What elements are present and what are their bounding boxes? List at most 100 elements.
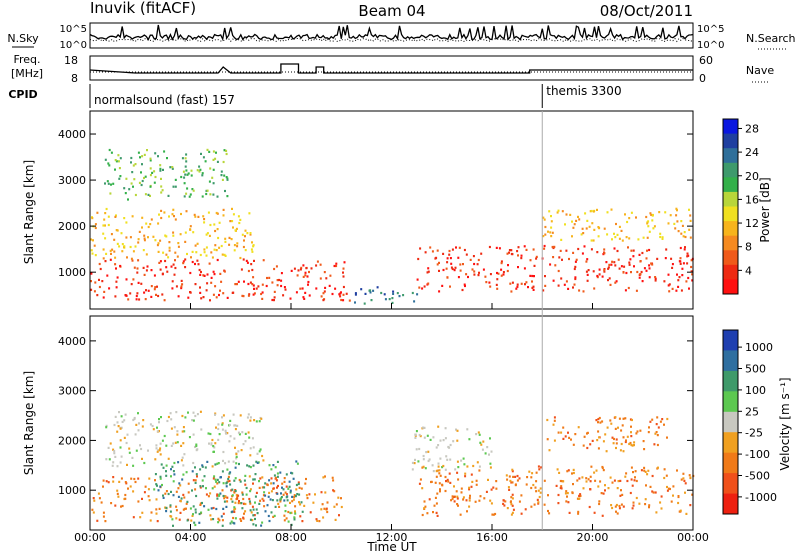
range-cell: [537, 489, 540, 492]
freq-trace: [89, 63, 693, 74]
range-cell: [535, 257, 538, 260]
range-cell: [520, 512, 523, 515]
range-cell: [142, 249, 145, 252]
range-cell: [123, 217, 126, 220]
range-cell: [334, 518, 337, 521]
range-cell: [234, 501, 237, 504]
range-cell: [684, 246, 686, 249]
range-cell: [202, 215, 205, 218]
range-cell: [630, 466, 633, 469]
range-cell: [234, 466, 237, 469]
range-cell: [684, 491, 686, 494]
range-cell: [231, 220, 234, 223]
range-cell: [117, 154, 120, 157]
range-cell: [249, 509, 252, 512]
range-cell: [210, 507, 213, 510]
range-cell: [648, 276, 651, 279]
range-cell: [195, 449, 198, 452]
range-cell: [597, 235, 600, 238]
colorbar-swatch: [723, 191, 738, 207]
range-cell: [506, 252, 509, 255]
range-cell: [510, 513, 513, 516]
range-cell: [172, 231, 175, 234]
range-cell: [258, 420, 261, 423]
range-cell: [195, 251, 198, 254]
range-cell: [151, 424, 154, 428]
colorbar-frame: [722, 329, 739, 515]
range-cell: [537, 465, 540, 468]
range-cell: [509, 282, 512, 285]
range-cell: [323, 290, 326, 293]
range-cell: [165, 464, 168, 467]
range-cell: [206, 148, 209, 151]
range-cell: [193, 521, 196, 524]
range-cell: [288, 480, 291, 483]
range-cell: [180, 459, 183, 462]
range-cell: [170, 265, 173, 268]
range-cell: [213, 248, 216, 251]
range-cell: [251, 268, 254, 272]
range-cell: [529, 259, 532, 262]
range-cell: [276, 460, 279, 463]
range-cell: [569, 213, 572, 216]
range-cell: [490, 488, 493, 491]
range-cell: [160, 191, 163, 194]
range-cell: [422, 465, 425, 468]
range-cell: [571, 491, 574, 495]
range-cell: [270, 468, 273, 471]
range-cell: [688, 228, 691, 231]
range-cell: [483, 497, 486, 500]
range-cell: [585, 227, 588, 230]
range-cell: [284, 288, 287, 291]
range-cell: [212, 168, 215, 171]
range-cell: [661, 236, 664, 239]
range-cell: [253, 514, 256, 517]
range-cell: [433, 504, 436, 507]
range-cell: [485, 490, 488, 493]
range-cell: [120, 415, 123, 418]
range-cell: [217, 427, 220, 431]
range-cell: [679, 257, 682, 260]
range-cell: [651, 418, 654, 421]
range-cell: [259, 448, 262, 451]
range-cell: [289, 511, 292, 515]
range-cell: [141, 163, 143, 166]
range-cell: [209, 432, 212, 436]
range-cell: [249, 466, 252, 469]
range-cell: [465, 273, 468, 276]
range-cell: [121, 250, 124, 253]
range-cell: [156, 484, 158, 487]
range-cell: [216, 195, 219, 198]
range-cell: [502, 502, 505, 505]
range-cell: [233, 437, 236, 440]
range-cell: [506, 507, 509, 510]
range-cell: [618, 504, 621, 508]
range-cell: [613, 437, 615, 441]
range-cell: [566, 495, 568, 498]
range-cell: [149, 223, 152, 226]
range-cell: [114, 455, 117, 458]
range-cell: [113, 250, 116, 253]
range-cell: [448, 253, 451, 256]
range-cell: [305, 267, 308, 270]
range-cell: [675, 214, 678, 217]
range-cell: [263, 505, 266, 508]
range-cell: [452, 495, 455, 498]
range-cell: [149, 194, 151, 197]
range-cell: [211, 465, 214, 468]
range-cell: [234, 477, 237, 480]
range-cell: [530, 505, 533, 508]
range-cell: [257, 461, 260, 464]
x-tick-label: 00:00: [74, 531, 106, 544]
range-cell: [233, 244, 236, 247]
range-cell: [197, 263, 200, 266]
range-cell: [623, 265, 626, 268]
range-cell: [168, 215, 170, 218]
range-cell: [237, 431, 240, 434]
range-cell: [118, 177, 121, 180]
range-cell: [143, 237, 146, 240]
range-cell: [160, 216, 163, 220]
range-cell: [542, 289, 545, 292]
range-cell: [598, 416, 601, 420]
range-cell: [436, 514, 439, 517]
